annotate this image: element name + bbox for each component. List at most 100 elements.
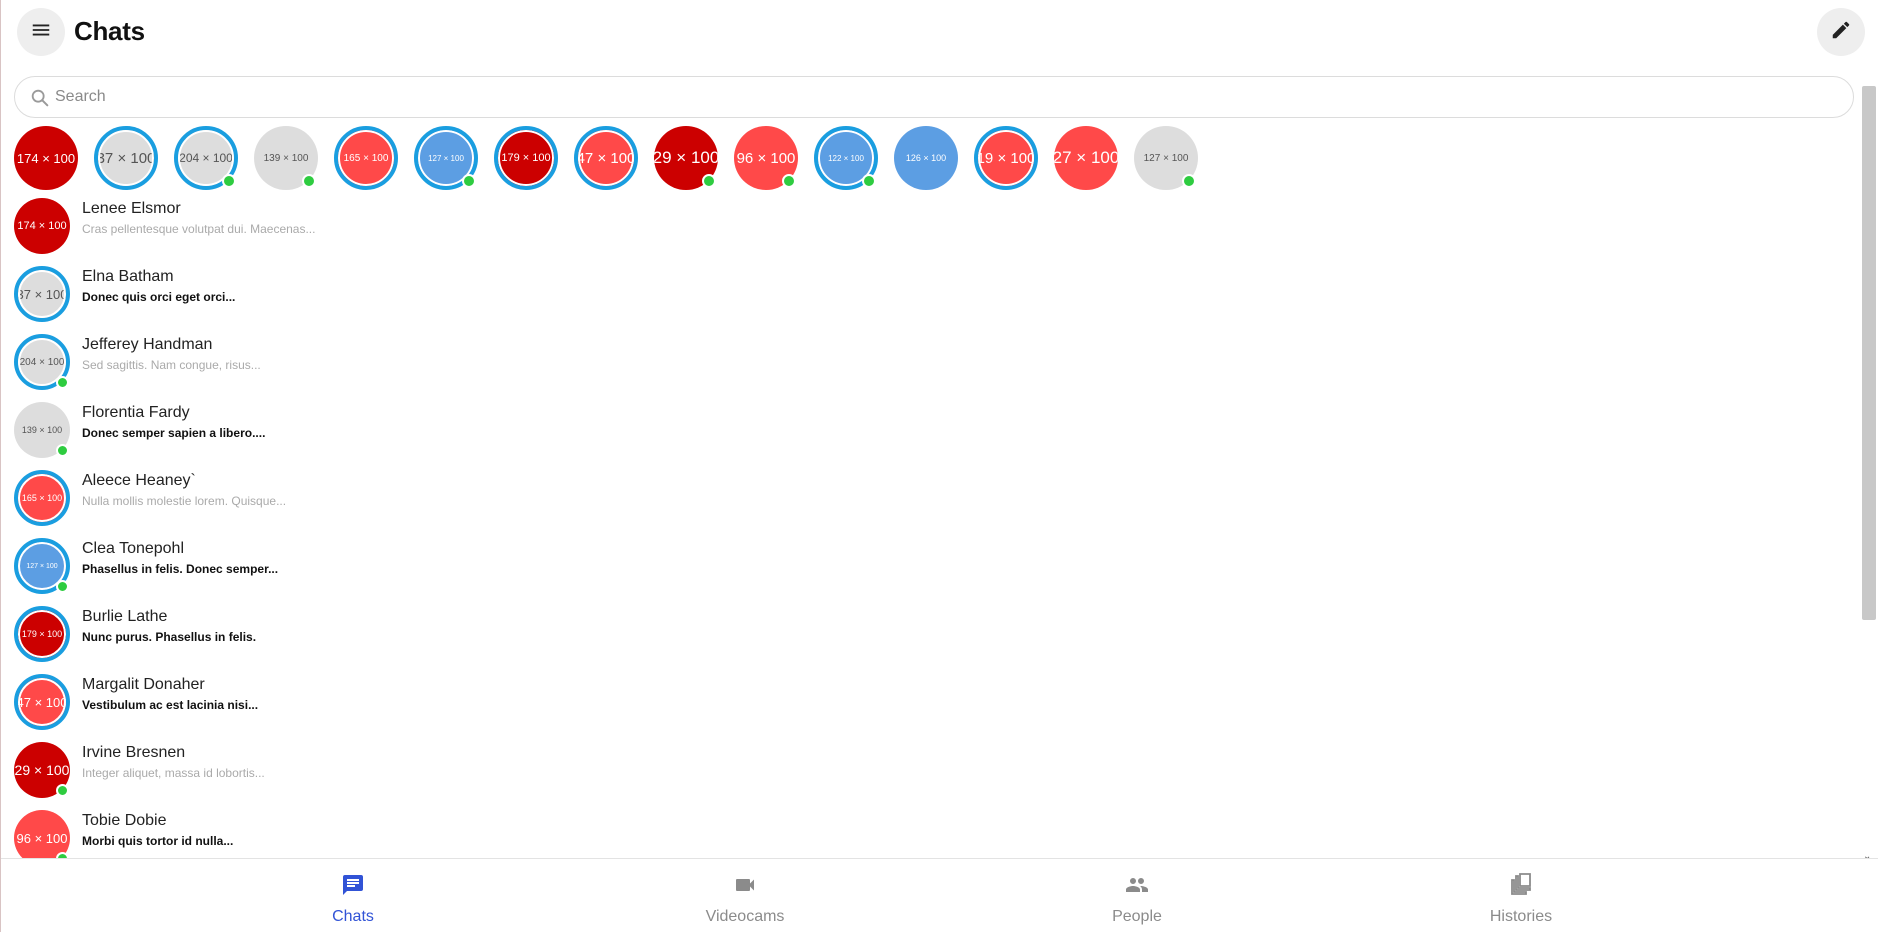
- search-bar: [14, 76, 1854, 118]
- contact-name: Lenee Elsmor: [82, 200, 181, 217]
- nav-label: Chats: [332, 908, 374, 925]
- story-avatar[interactable]: 127 × 100: [1134, 126, 1198, 190]
- online-status-dot: [222, 174, 236, 188]
- story-avatar[interactable]: 96 × 100: [734, 126, 798, 190]
- contact-name: Irvine Bresnen: [82, 744, 186, 761]
- nav-label: Histories: [1489, 908, 1553, 925]
- avatar-placeholder-label: 179 × 100: [494, 126, 558, 190]
- contact-name: Elna Batham: [82, 268, 174, 285]
- nav-label: People: [1112, 908, 1162, 925]
- story-avatar[interactable]: 126 × 100: [894, 126, 958, 190]
- chat-list-item[interactable]: 179 × 100 Burlie Lathe Nunc purus. Phasell…: [14, 604, 1854, 672]
- online-status-dot: [56, 580, 69, 593]
- nav-label: Videocams: [705, 908, 785, 925]
- menu-button[interactable]: [17, 8, 65, 56]
- avatar-placeholder-label: 37 × 100: [14, 266, 70, 322]
- avatar: 47 × 100: [14, 674, 70, 730]
- avatar-placeholder-label: 165 × 100: [334, 126, 398, 190]
- online-status-dot: [56, 444, 69, 457]
- bottom-navigation: Chats Videocams People Histories: [1, 858, 1878, 932]
- page-title: Chats: [74, 16, 145, 46]
- story-avatar[interactable]: 37 × 100: [94, 126, 158, 190]
- story-avatar[interactable]: 174 × 100: [14, 126, 78, 190]
- message-preview: Sed sagittis. Nam congue, risus...: [82, 358, 261, 372]
- avatar: 96 × 100: [14, 810, 70, 858]
- nav-tab-people[interactable]: People: [1037, 859, 1237, 932]
- online-status-dot: [56, 852, 69, 858]
- avatar: 165 × 100: [14, 470, 70, 526]
- avatar: 19 × 100: [974, 126, 1038, 190]
- story-avatar[interactable]: 122 × 100: [814, 126, 878, 190]
- avatar: 204 × 100: [174, 126, 238, 190]
- chat-list-item[interactable]: 47 × 100 Margalit Donaher Vestibulum ac es…: [14, 672, 1854, 740]
- nav-tab-histories[interactable]: Histories: [1421, 859, 1621, 932]
- story-avatar[interactable]: 29 × 100: [654, 126, 718, 190]
- online-status-dot: [462, 174, 476, 188]
- message-preview: Donec semper sapien a libero....: [82, 426, 266, 440]
- chat-list-item[interactable]: 127 × 100 Clea Tonepohl Phasellus in felis…: [14, 536, 1854, 604]
- avatar-placeholder-label: 174 × 100: [14, 198, 70, 254]
- message-preview: Donec quis orci eget orci...: [82, 290, 236, 304]
- online-status-dot: [56, 376, 69, 389]
- message-preview: Integer aliquet, massa id lobortis...: [82, 766, 265, 780]
- chat-icon: [341, 873, 365, 897]
- avatar-placeholder-label: 165 × 100: [14, 470, 70, 526]
- compose-button[interactable]: [1817, 8, 1865, 56]
- chat-list-item[interactable]: 204 × 100 Jefferey Handman Sed sagittis. N…: [14, 332, 1854, 400]
- story-avatar[interactable]: 19 × 100: [974, 126, 1038, 190]
- contact-name: Burlie Lathe: [82, 608, 168, 625]
- avatar: 37 × 100: [14, 266, 70, 322]
- online-status-dot: [302, 174, 316, 188]
- avatar-placeholder-label: 96 × 100: [734, 126, 798, 190]
- message-preview: Cras pellentesque volutpat dui. Maecenas…: [82, 222, 316, 236]
- avatar-placeholder-label: 179 × 100: [14, 606, 70, 662]
- story-avatar[interactable]: 165 × 100: [334, 126, 398, 190]
- app-header: Chats: [1, 0, 1878, 64]
- avatar: 179 × 100: [494, 126, 558, 190]
- chat-list-item[interactable]: 37 × 100 Elna Batham Donec quis orci eget …: [14, 264, 1854, 332]
- chat-list-item[interactable]: 174 × 100 Lenee Elsmor Cras pellentesque v…: [14, 196, 1854, 264]
- contact-name: Jefferey Handman: [82, 336, 213, 353]
- story-avatar[interactable]: 204 × 100: [174, 126, 238, 190]
- message-preview: Nunc purus. Phasellus in felis.: [82, 630, 257, 644]
- avatar: 174 × 100: [14, 198, 70, 254]
- hamburger-menu-icon: [30, 19, 52, 46]
- avatar-placeholder-label: 47 × 100: [14, 674, 70, 730]
- people-icon: [1124, 873, 1150, 897]
- avatar: 139 × 100: [254, 126, 318, 190]
- nav-tab-chats[interactable]: Chats: [253, 859, 453, 932]
- avatar-placeholder-label: 19 × 100: [974, 126, 1038, 190]
- online-status-dot: [702, 174, 716, 188]
- online-status-dot: [1182, 174, 1196, 188]
- avatar: 29 × 100: [14, 742, 70, 798]
- chat-list-item[interactable]: 139 × 100 Florentia Fardy Donec semper sap…: [14, 400, 1854, 468]
- contact-name: Clea Tonepohl: [82, 540, 185, 557]
- nav-tab-videocams[interactable]: Videocams: [645, 859, 845, 932]
- avatar: 27 × 100: [1054, 126, 1118, 190]
- avatar: 139 × 100: [14, 402, 70, 458]
- avatar: 127 × 100: [414, 126, 478, 190]
- scroll-down-arrow-icon[interactable]: ⌄: [1863, 851, 1872, 862]
- chat-list-item[interactable]: 29 × 100 Irvine Bresnen Integer aliquet, m…: [14, 740, 1854, 808]
- contact-name: Margalit Donaher: [82, 676, 205, 693]
- story-avatar[interactable]: 127 × 100: [414, 126, 478, 190]
- chat-list-item[interactable]: 96 × 100 Tobie Dobie Morbi quis tortor id …: [14, 808, 1854, 858]
- avatar: 96 × 100: [734, 126, 798, 190]
- histories-icon: [1509, 873, 1533, 897]
- avatar-placeholder-label: 27 × 100: [1054, 126, 1118, 190]
- story-avatar[interactable]: 27 × 100: [1054, 126, 1118, 190]
- avatar-placeholder-label: 174 × 100: [14, 126, 78, 190]
- story-avatar[interactable]: 179 × 100: [494, 126, 558, 190]
- scrollbar-thumb[interactable]: [1862, 86, 1876, 620]
- avatar-placeholder-label: 127 × 100: [14, 538, 70, 594]
- scrollbar[interactable]: ⌄: [1858, 86, 1878, 862]
- story-avatar[interactable]: 47 × 100: [574, 126, 638, 190]
- story-avatar[interactable]: 139 × 100: [254, 126, 318, 190]
- stories-strip: 174 × 100 37 × 100 204 × 100 139 × 100 165 ×…: [14, 126, 1854, 190]
- avatar: 126 × 100: [894, 126, 958, 190]
- online-status-dot: [56, 784, 69, 797]
- online-status-dot: [782, 174, 796, 188]
- chat-list-item[interactable]: 165 × 100 Aleece Heaney` Nulla mollis mole…: [14, 468, 1854, 536]
- avatar-placeholder-label: 126 × 100: [894, 126, 958, 190]
- search-input[interactable]: [55, 77, 1835, 117]
